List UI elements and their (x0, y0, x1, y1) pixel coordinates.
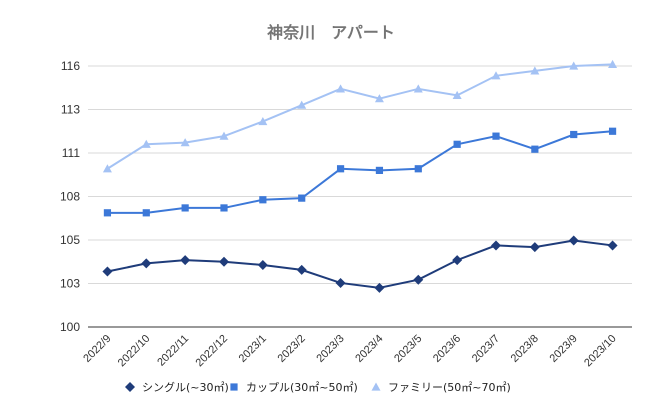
data-point (141, 139, 151, 148)
data-point (452, 255, 463, 266)
data-point (336, 84, 346, 93)
data-point (608, 127, 617, 135)
data-point (568, 235, 579, 246)
series-line (107, 130, 613, 214)
y-axis-ticks: 100 103 105 108 111 113 116 (60, 59, 80, 334)
series-diamond (102, 235, 618, 293)
data-point (375, 166, 384, 174)
data-point (181, 204, 189, 212)
data-point (296, 264, 307, 275)
y-tick-label: 111 (62, 146, 81, 160)
data-point (219, 131, 229, 140)
x-tick-label: 2023/10 (582, 333, 619, 370)
y-tick-label: 113 (61, 103, 80, 117)
series-layer (102, 59, 618, 293)
data-point (103, 209, 112, 217)
x-tick-label: 2022/10 (116, 333, 153, 370)
series-triangle (102, 59, 618, 173)
data-point (413, 84, 423, 93)
series-line (106, 63, 613, 170)
data-point (219, 256, 229, 267)
legend-triangle-icon (371, 382, 381, 391)
data-point (453, 140, 461, 148)
data-point (298, 194, 306, 202)
data-point (413, 274, 424, 285)
legend: シングル(~30㎡) カップル(30㎡~50㎡) ファミリー(50㎡~70㎡) (125, 380, 511, 394)
x-tick-label: 2023/2 (276, 333, 308, 365)
data-point (374, 282, 385, 293)
data-point (180, 255, 191, 266)
y-tick-label: 100 (60, 320, 80, 334)
x-tick-label: 2023/1 (237, 333, 269, 365)
legend-label: シングル(~30㎡) (142, 380, 229, 394)
data-point (102, 266, 113, 277)
x-tick-label: 2023/3 (314, 333, 346, 365)
legend-square-icon (230, 383, 238, 391)
x-tick-label: 2022/9 (81, 333, 113, 365)
data-point (297, 100, 307, 109)
data-point (529, 242, 540, 253)
y-tick-label: 108 (60, 190, 80, 204)
data-point (607, 240, 618, 251)
x-tick-label: 2023/6 (431, 333, 463, 365)
gridlines (88, 65, 632, 328)
x-tick-label: 2023/9 (548, 333, 580, 365)
x-tick-label: 2023/8 (509, 333, 541, 365)
data-point (335, 277, 346, 288)
legend-label: カップル(30㎡~50㎡) (246, 381, 358, 394)
data-point (374, 94, 384, 103)
data-point (608, 59, 618, 68)
data-point (258, 116, 268, 126)
data-point (531, 145, 539, 153)
data-point (452, 90, 462, 99)
data-point (259, 196, 267, 204)
data-point (414, 165, 422, 173)
data-point (492, 132, 500, 140)
x-tick-label: 2023/5 (392, 333, 424, 365)
x-tick-label: 2022/11 (155, 333, 191, 369)
data-point (570, 130, 578, 139)
data-point (220, 204, 228, 212)
x-tick-label: 2022/12 (194, 333, 231, 370)
data-point (257, 260, 268, 271)
data-point (336, 165, 345, 173)
chart-title: 神奈川 アパート (267, 23, 395, 42)
series-square (103, 127, 617, 217)
data-point (141, 258, 152, 269)
x-tick-label: 2023/7 (470, 333, 502, 365)
data-point (102, 164, 112, 173)
series-line (107, 239, 613, 289)
data-point (142, 209, 150, 217)
y-tick-label: 103 (60, 277, 80, 291)
data-point (491, 71, 501, 80)
legend-label: ファミリー(50㎡~70㎡) (388, 381, 511, 394)
data-point (491, 240, 501, 251)
data-point (569, 61, 579, 70)
data-point (180, 138, 190, 147)
y-tick-label: 116 (61, 59, 80, 73)
x-tick-label: 2023/4 (353, 333, 385, 365)
y-tick-label: 105 (60, 233, 80, 247)
data-point (530, 66, 540, 75)
x-axis-ticks: 2022/9 2022/10 2022/11 2022/12 2023/1 2023/2 2… (81, 333, 618, 370)
legend-diamond-icon (125, 382, 135, 392)
